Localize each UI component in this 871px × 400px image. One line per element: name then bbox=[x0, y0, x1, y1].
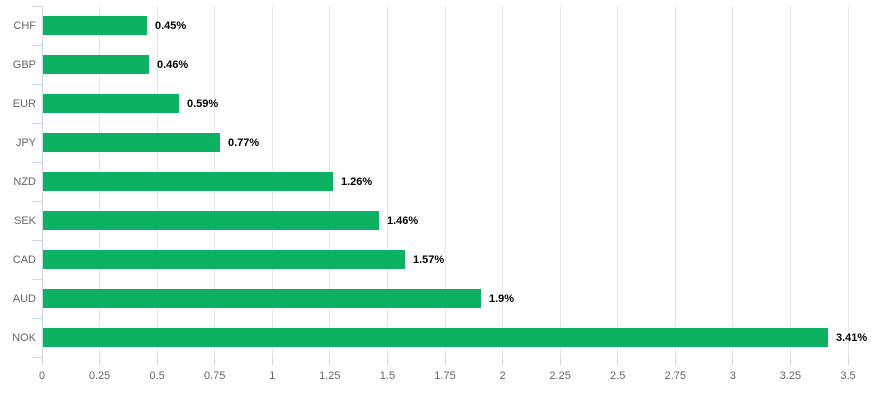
x-axis-tick-label: 2.75 bbox=[664, 370, 686, 382]
x-axis-tick bbox=[99, 357, 101, 365]
gridline bbox=[559, 6, 561, 357]
category-label: GBP bbox=[12, 59, 36, 71]
bar[interactable] bbox=[43, 289, 481, 308]
x-axis-tick bbox=[502, 357, 504, 365]
bar[interactable] bbox=[43, 16, 147, 35]
gridline bbox=[847, 6, 849, 357]
y-axis-tick bbox=[32, 84, 42, 85]
x-axis-tick-label: 2.5 bbox=[610, 370, 626, 382]
gridline bbox=[502, 6, 504, 357]
value-label: 0.77% bbox=[228, 137, 260, 149]
x-axis-tick-label: 2 bbox=[499, 370, 506, 382]
gridline bbox=[789, 6, 791, 357]
value-label: 3.41% bbox=[836, 332, 868, 344]
x-axis-tick bbox=[214, 357, 216, 365]
x-axis-tick-label: 0.5 bbox=[149, 370, 165, 382]
category-label: SEK bbox=[13, 215, 36, 227]
x-axis-tick-label: 3.5 bbox=[840, 370, 856, 382]
bar[interactable] bbox=[43, 211, 379, 230]
y-axis-tick bbox=[32, 240, 42, 241]
category-label: JPY bbox=[15, 137, 36, 149]
category-label: CHF bbox=[13, 20, 36, 32]
bar[interactable] bbox=[43, 172, 333, 191]
y-axis-tick bbox=[32, 201, 42, 202]
y-axis-tick bbox=[32, 6, 42, 7]
gridline bbox=[386, 6, 388, 357]
value-label: 1.57% bbox=[413, 254, 445, 266]
bar[interactable] bbox=[43, 133, 220, 152]
x-axis-tick bbox=[444, 357, 446, 365]
x-axis-tick-label: 3 bbox=[729, 370, 736, 382]
category-label: AUD bbox=[12, 293, 36, 305]
value-label: 1.9% bbox=[489, 293, 515, 305]
x-axis-tick bbox=[329, 357, 331, 365]
y-axis-tick bbox=[32, 162, 42, 163]
category-label: CAD bbox=[12, 254, 36, 266]
gridline bbox=[674, 6, 676, 357]
category-label: NZD bbox=[13, 176, 36, 188]
gridline bbox=[444, 6, 446, 357]
x-axis-tick-label: 1.25 bbox=[319, 370, 341, 382]
x-axis-tick bbox=[559, 357, 561, 365]
x-axis-tick-label: 1 bbox=[269, 370, 276, 382]
bar[interactable] bbox=[43, 328, 828, 347]
value-label: 0.45% bbox=[155, 20, 187, 32]
x-axis-tick bbox=[847, 357, 849, 365]
x-axis-tick-label: 3.25 bbox=[779, 370, 802, 382]
y-axis-tick bbox=[32, 279, 42, 280]
x-axis-tick bbox=[41, 357, 43, 365]
y-axis-tick bbox=[32, 357, 42, 358]
value-label: 0.59% bbox=[187, 98, 219, 110]
value-label: 1.46% bbox=[387, 215, 419, 227]
x-axis-tick-label: 0.75 bbox=[203, 370, 226, 382]
category-label: NOK bbox=[12, 332, 36, 344]
y-axis-tick bbox=[32, 45, 42, 46]
gridline bbox=[617, 6, 619, 357]
x-axis-tick-label: 0.25 bbox=[88, 370, 111, 382]
x-axis-tick bbox=[386, 357, 388, 365]
bar[interactable] bbox=[43, 94, 179, 113]
x-axis-tick-label: 1.75 bbox=[434, 370, 456, 382]
x-axis-tick bbox=[789, 357, 791, 365]
x-axis-tick bbox=[156, 357, 158, 365]
x-axis-tick bbox=[617, 357, 619, 365]
category-label: EUR bbox=[12, 98, 36, 110]
x-axis-tick bbox=[674, 357, 676, 365]
bar[interactable] bbox=[43, 55, 149, 74]
x-axis-tick bbox=[732, 357, 734, 365]
y-axis-tick bbox=[32, 123, 42, 124]
bar[interactable] bbox=[43, 250, 405, 269]
y-axis-tick bbox=[32, 318, 42, 319]
value-label: 1.26% bbox=[341, 176, 373, 188]
gridline bbox=[732, 6, 734, 357]
x-axis-tick-label: 2.25 bbox=[549, 370, 571, 382]
y-axis-line bbox=[42, 6, 43, 357]
x-axis-tick-label: 0 bbox=[38, 370, 46, 382]
x-axis-tick-label: 1.5 bbox=[379, 370, 396, 382]
x-axis-tick bbox=[271, 357, 273, 365]
value-label: 0.46% bbox=[157, 59, 189, 71]
